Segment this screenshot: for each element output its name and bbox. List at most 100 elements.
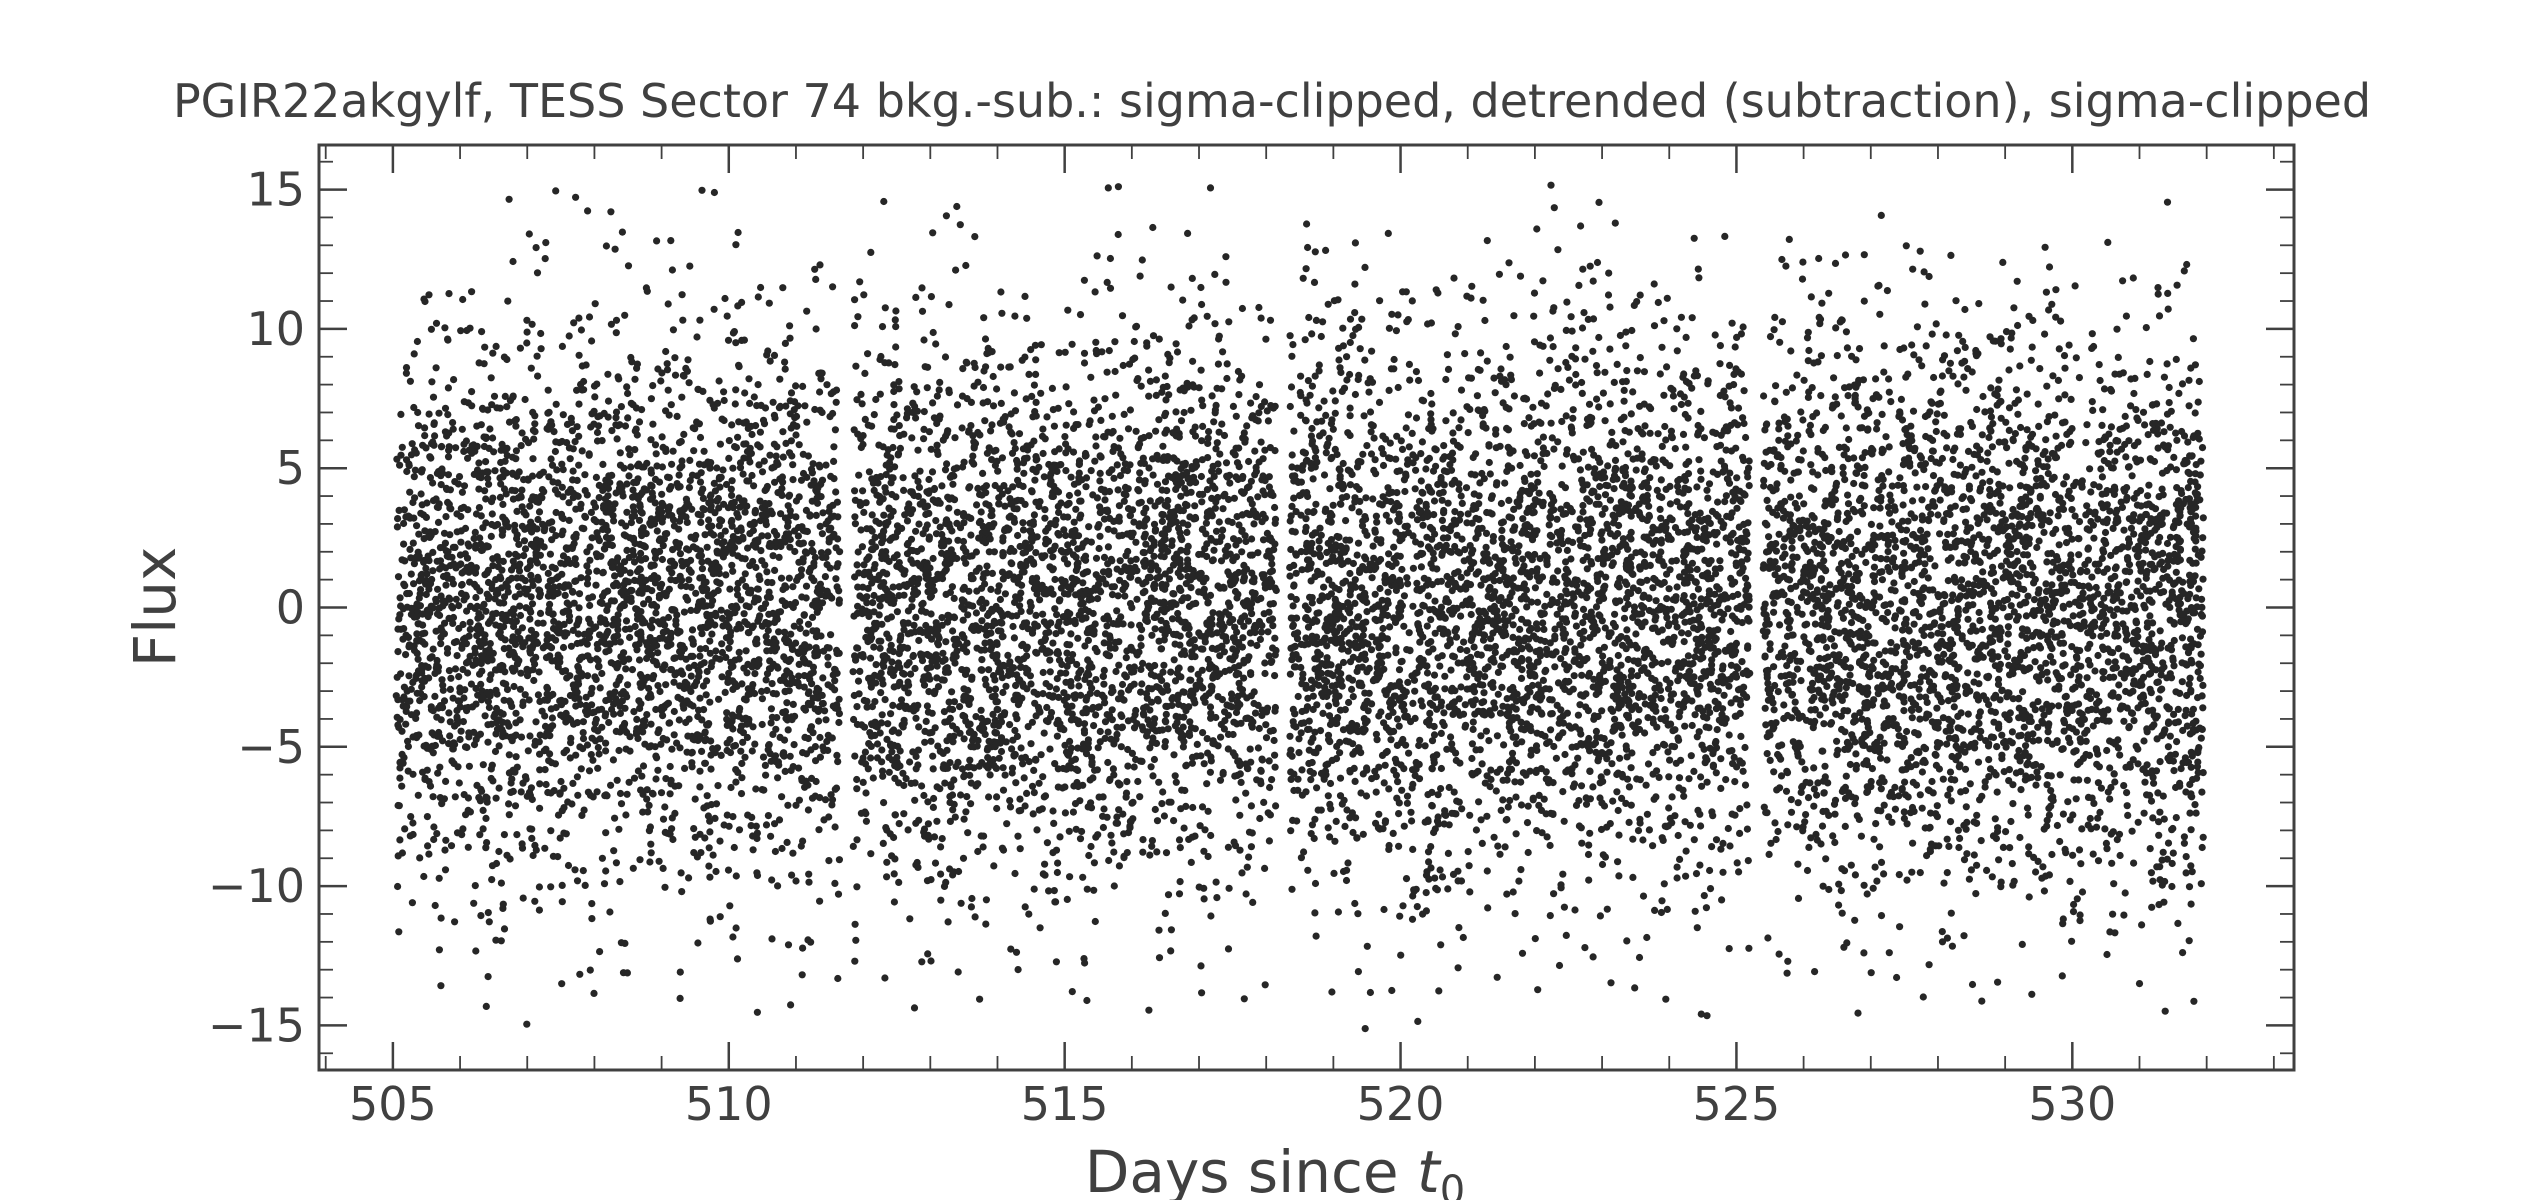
data-point [527, 784, 536, 792]
data-point [706, 649, 714, 657]
data-point [1090, 886, 1098, 894]
data-point [649, 382, 657, 390]
data-point [483, 569, 491, 577]
data-point [578, 670, 586, 678]
data-point [831, 665, 839, 673]
data-point [406, 488, 414, 496]
data-point [728, 477, 736, 485]
data-point [765, 299, 773, 307]
data-point [564, 798, 572, 806]
data-point [700, 706, 708, 714]
data-point [463, 707, 471, 715]
data-point [849, 842, 857, 851]
data-point [463, 607, 471, 615]
data-point [764, 532, 772, 540]
data-point [572, 530, 580, 539]
data-point [661, 530, 670, 538]
data-point [440, 529, 449, 537]
data-point [668, 266, 677, 274]
data-point [528, 795, 536, 804]
data-point [542, 654, 551, 662]
data-point [835, 587, 843, 595]
data-point [453, 719, 461, 728]
data-point [741, 570, 749, 578]
data-point [623, 546, 631, 555]
data-point [1066, 641, 1074, 649]
data-point [716, 837, 724, 845]
data-point [1170, 751, 1178, 759]
data-point [482, 793, 490, 801]
data-point [677, 437, 685, 446]
data-point [794, 532, 803, 540]
data-point [521, 691, 529, 699]
data-point [546, 588, 554, 596]
data-point [783, 699, 791, 707]
data-point [725, 669, 733, 677]
data-point [802, 629, 810, 637]
data-point [1139, 836, 1147, 844]
data-point [1256, 620, 1264, 628]
data-point [459, 295, 467, 304]
data-point [526, 732, 534, 740]
data-point [656, 687, 664, 696]
data-point [552, 636, 560, 644]
data-point [508, 775, 516, 783]
data-point [640, 542, 648, 550]
data-point [853, 785, 861, 793]
data-point [824, 548, 832, 556]
data-point [477, 912, 485, 920]
data-point [776, 475, 784, 483]
data-point [829, 409, 837, 418]
data-point [444, 336, 452, 344]
data-point [875, 672, 883, 681]
data-point [706, 828, 714, 836]
data-point [915, 520, 923, 528]
data-point [1103, 622, 1111, 630]
data-point [587, 751, 595, 759]
data-point [1198, 456, 1206, 464]
data-point [676, 641, 684, 650]
data-point [588, 734, 596, 742]
data-point [442, 836, 450, 844]
data-point [775, 761, 783, 769]
data-point [709, 745, 717, 753]
data-point [484, 619, 493, 628]
data-point [548, 518, 556, 526]
data-point [555, 582, 564, 591]
data-point [697, 489, 705, 497]
data-point [754, 536, 762, 544]
data-point [1006, 721, 1014, 729]
data-point [497, 480, 505, 488]
data-point [687, 583, 695, 591]
data-point [1153, 817, 1162, 825]
data-point [602, 747, 610, 755]
data-point [781, 339, 790, 347]
data-point [479, 761, 487, 769]
data-point [1059, 548, 1067, 556]
data-point [444, 384, 452, 392]
data-point [752, 822, 760, 830]
data-point [780, 752, 788, 760]
data-point [599, 460, 607, 468]
data-point [809, 694, 817, 702]
data-point [547, 789, 555, 797]
data-point [604, 492, 612, 500]
data-point [795, 672, 803, 680]
data-point [580, 806, 588, 814]
data-point [476, 587, 484, 595]
data-point [615, 825, 623, 833]
data-point [563, 439, 571, 447]
data-point [781, 514, 790, 522]
data-point [683, 518, 691, 527]
data-point [646, 823, 655, 831]
data-point [442, 581, 450, 589]
data-point [528, 528, 536, 536]
data-point [666, 503, 674, 511]
data-point [804, 734, 812, 743]
data-point [631, 375, 639, 383]
data-point [407, 813, 415, 821]
data-point [1033, 826, 1041, 834]
data-point [532, 653, 540, 662]
data-point [662, 407, 670, 415]
data-point [1074, 674, 1082, 682]
